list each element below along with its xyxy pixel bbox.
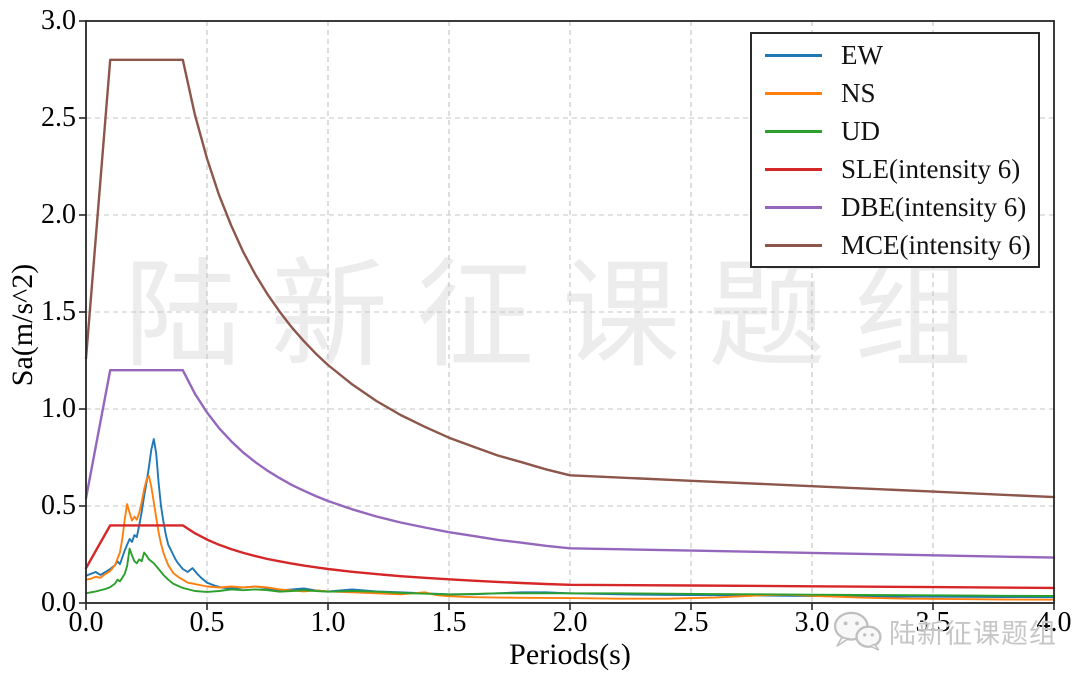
legend-swatch — [765, 205, 822, 209]
legend-label: NS — [841, 77, 876, 108]
legend-item: SLE(intensity 6) — [752, 154, 1038, 185]
legend-item: UD — [752, 116, 1038, 147]
series-line-UD — [85, 547, 1055, 597]
legend-item: EW — [752, 40, 1038, 71]
series-line-SLE-intensity-6- — [84, 524, 1056, 590]
legend-swatch — [765, 53, 822, 57]
y-tick-label: 0.0 — [41, 587, 76, 618]
y-tick-label: 1.0 — [41, 393, 76, 424]
watermark-center: 陆新征课题组 — [124, 251, 1001, 382]
x-tick-label: 0.5 — [189, 607, 225, 638]
legend-label: SLE(intensity 6) — [841, 153, 1021, 184]
y-tick-label: 0.5 — [41, 490, 76, 521]
axes-box — [85, 20, 1055, 604]
series-line-EW — [85, 438, 1055, 599]
y-tick-label: 3.0 — [41, 5, 76, 36]
watermark-corner: 陆新征课题组 — [832, 610, 1057, 652]
legend-label: MCE(intensity 6) — [841, 229, 1031, 260]
series-line-NS — [85, 474, 1055, 601]
legend-label: UD — [841, 115, 880, 146]
y-tick-label: 2.5 — [41, 102, 76, 133]
y-tick-label: 2.0 — [41, 199, 76, 230]
x-tick-label: 1.5 — [431, 607, 467, 638]
x-tick-label: 4.0 — [1036, 607, 1072, 638]
legend: EW NS UD SLE(intensity 6) DBE(intensity 6) MC… — [750, 32, 1040, 268]
series-line-MCE-intensity-6- — [84, 58, 1056, 499]
series-line-DBE-intensity-6- — [84, 369, 1056, 559]
legend-swatch — [765, 129, 822, 133]
x-tick-label: 2.0 — [552, 607, 588, 638]
x-axis-label: Periods(s) — [509, 638, 631, 671]
legend-swatch — [765, 91, 822, 95]
legend-label: EW — [841, 39, 883, 70]
x-tick-label: 3.5 — [915, 607, 951, 638]
x-tick-label: 3.0 — [794, 607, 830, 638]
x-tick-label: 2.5 — [673, 607, 709, 638]
legend-item: NS — [752, 78, 1038, 109]
x-tick-label: 0.0 — [68, 607, 104, 638]
watermark-corner-text: 陆新征课题组 — [889, 618, 1057, 649]
legend-item: MCE(intensity 6) — [752, 230, 1038, 261]
x-tick-label: 1.0 — [310, 607, 346, 638]
legend-swatch — [765, 167, 822, 171]
legend-swatch — [765, 243, 822, 247]
legend-item: DBE(intensity 6) — [752, 192, 1038, 223]
wechat-icon — [833, 611, 882, 651]
y-tick-label: 1.5 — [41, 296, 76, 327]
legend-label: DBE(intensity 6) — [841, 191, 1027, 222]
